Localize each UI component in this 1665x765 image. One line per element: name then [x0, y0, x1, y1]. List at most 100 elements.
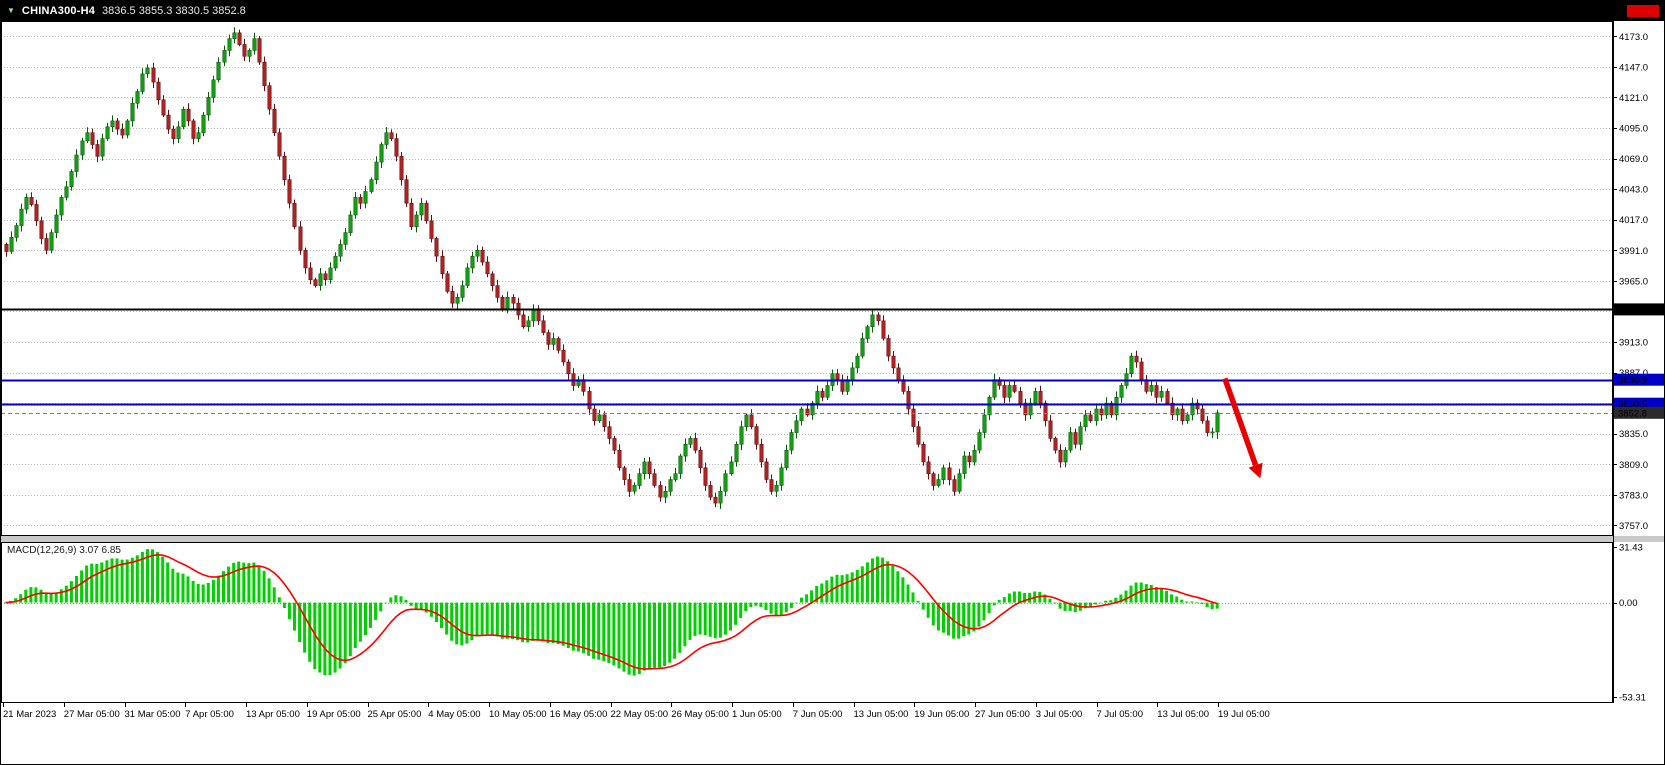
- macd-bar: [176, 572, 180, 603]
- macd-bar: [455, 602, 459, 645]
- candle-body: [718, 490, 723, 504]
- macd-bar: [95, 563, 99, 603]
- macd-bar: [328, 602, 332, 675]
- trend-arrow-head[interactable]: [1248, 462, 1263, 479]
- macd-bar: [171, 568, 175, 603]
- candle-body: [1154, 385, 1159, 398]
- macd-bar: [896, 571, 900, 603]
- trend-arrow-shaft[interactable]: [1222, 377, 1259, 467]
- candle-body: [1023, 402, 1028, 416]
- price-axis-label: 3913.0: [1619, 338, 1648, 349]
- macd-scale-label: 31.43: [1619, 543, 1643, 554]
- candle-body: [429, 220, 434, 239]
- price-badge-label: 3940.7: [1618, 305, 1647, 316]
- candle-body: [404, 179, 409, 204]
- price-axis[interactable]: 4173.0 4147.0 4121.0 4095.0 4069.0 4043.0 4017…: [1619, 32, 1648, 532]
- macd-bar: [394, 595, 398, 603]
- candle-body: [232, 32, 237, 39]
- macd-bar: [602, 602, 606, 662]
- candle-body: [237, 32, 242, 45]
- macd-bar: [627, 602, 631, 675]
- candle-body: [1043, 402, 1048, 422]
- price-axis-label: 3835.0: [1619, 429, 1648, 440]
- candle-body: [44, 238, 49, 251]
- macd-bar: [450, 602, 454, 641]
- macd-bar: [1180, 599, 1184, 603]
- macd-bar: [1175, 596, 1179, 603]
- macd-bar: [151, 549, 154, 603]
- candle-body: [69, 171, 74, 188]
- macd-bar: [39, 589, 43, 603]
- price-axis-label: 3887.0: [1619, 368, 1648, 379]
- macd-bar: [551, 602, 555, 643]
- macd-bar: [237, 561, 241, 603]
- macd-bar: [703, 602, 707, 636]
- candle-body: [627, 479, 632, 492]
- macd-bar: [1023, 593, 1027, 603]
- candle-body: [34, 204, 39, 222]
- candle-body: [24, 197, 29, 210]
- macd-bar: [470, 602, 474, 641]
- macd-bar: [166, 562, 170, 603]
- macd-bar: [850, 572, 854, 603]
- candle-body: [526, 320, 531, 327]
- candle-body: [434, 238, 439, 257]
- macd-bar: [110, 558, 114, 603]
- candle-body: [262, 61, 267, 87]
- macd-bar: [673, 602, 677, 659]
- candle-body: [115, 120, 120, 130]
- candle-body: [222, 50, 227, 63]
- macd-bar: [1058, 602, 1062, 609]
- macd-bar: [708, 602, 712, 637]
- price-grid-layer: [1, 36, 1617, 526]
- candle-body: [561, 349, 566, 363]
- macd-bar: [901, 577, 905, 603]
- macd-bar: [1053, 602, 1057, 604]
- macd-bar: [206, 583, 210, 603]
- macd-bar: [186, 576, 190, 603]
- macd-bar: [642, 602, 646, 671]
- candle-body: [216, 61, 221, 81]
- candle-body: [729, 461, 734, 474]
- macd-bar: [222, 571, 225, 603]
- ohlc-values: 3836.5 3855.3 3830.5 3852.8: [102, 5, 246, 17]
- price-axis-label: 4173.0: [1619, 32, 1648, 43]
- macd-bar: [865, 562, 869, 603]
- macd-bar: [49, 593, 53, 603]
- macd-bar: [647, 602, 651, 669]
- candle-body: [982, 414, 987, 433]
- candle-body: [1165, 391, 1170, 404]
- pane-separator[interactable]: [1, 536, 1665, 542]
- candle-body: [1109, 402, 1114, 416]
- candle-body: [130, 103, 135, 122]
- candle-body: [54, 214, 59, 233]
- candle-body: [328, 267, 333, 280]
- candle-body: [171, 128, 176, 139]
- macd-indicator-label: MACD(12,26,9) 3.07 6.85: [7, 545, 121, 556]
- macd-bar: [59, 589, 63, 603]
- macd-bar: [1129, 585, 1133, 603]
- candle-body: [353, 197, 358, 216]
- candle-body: [881, 320, 886, 339]
- candle-body: [227, 38, 232, 51]
- macd-bar: [69, 581, 73, 603]
- candle-body: [80, 140, 85, 156]
- candle-body: [1210, 431, 1215, 434]
- time-axis[interactable]: 21 Mar 2023 27 Mar 05:00 31 Mar 05:00 7 Apr…: [3, 703, 1270, 720]
- candle-body: [505, 296, 510, 310]
- macd-bar: [125, 559, 129, 603]
- macd-bar: [739, 602, 743, 618]
- candles-layer: [4, 27, 1220, 509]
- macd-bar: [759, 602, 763, 607]
- candle-body: [257, 38, 262, 63]
- candle-body: [1007, 385, 1012, 398]
- macd-bar: [34, 587, 38, 603]
- candle-body: [936, 479, 941, 486]
- time-axis-label: 3 Jul 05:00: [1036, 709, 1082, 720]
- candle-body: [799, 408, 804, 422]
- macd-bar: [156, 552, 160, 603]
- candle-body: [551, 338, 556, 345]
- macd-bar: [257, 565, 261, 603]
- macd-bar: [232, 562, 236, 603]
